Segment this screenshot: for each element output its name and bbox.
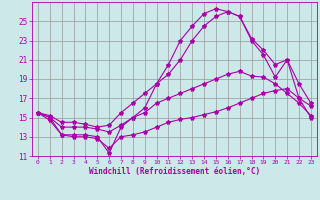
X-axis label: Windchill (Refroidissement éolien,°C): Windchill (Refroidissement éolien,°C) bbox=[89, 167, 260, 176]
